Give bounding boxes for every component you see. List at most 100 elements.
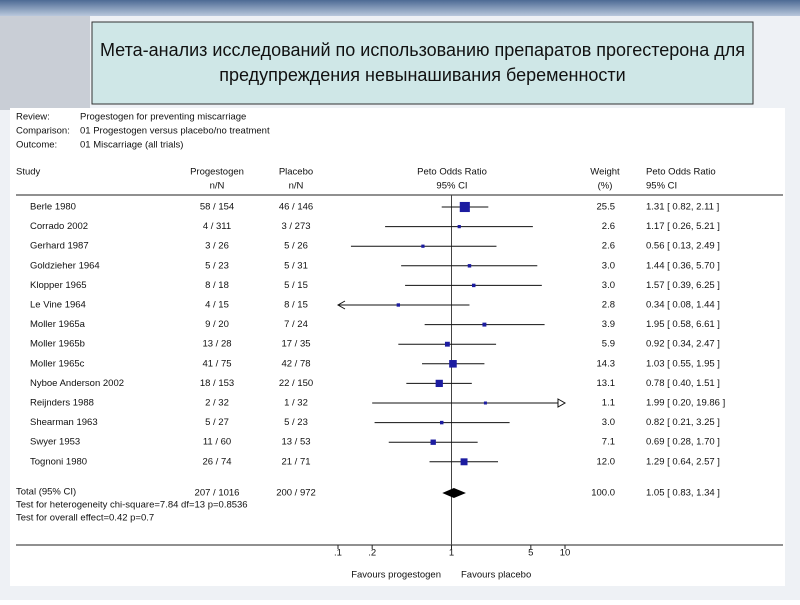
treatment-count: 58 / 154 — [200, 202, 234, 213]
effect-square — [430, 439, 436, 445]
effect-label: 0.82 [ 0.21, 3.25 ] — [646, 417, 720, 428]
treatment-count: 3 / 26 — [205, 241, 229, 252]
weight-label: 25.5 — [597, 202, 616, 213]
study-name: Swyer 1953 — [30, 437, 80, 448]
treatment-count: 13 / 28 — [202, 339, 231, 350]
effect-square — [421, 244, 425, 248]
effect-square — [444, 341, 450, 347]
study-name: Nyboe Anderson 2002 — [30, 378, 124, 389]
weight-label: 2.6 — [602, 221, 615, 232]
header-weight: (%) — [598, 181, 613, 192]
header-control: n/N — [289, 181, 304, 192]
study-name: Reijnders 1988 — [30, 398, 94, 409]
effect-square — [482, 322, 487, 327]
weight-label: 3.0 — [602, 280, 615, 291]
control-count: 5 / 15 — [284, 280, 308, 291]
weight-label: 12.0 — [597, 456, 616, 467]
control-count: 5 / 26 — [284, 241, 308, 252]
header-plot: Peto Odds Ratio — [417, 167, 487, 178]
study-name: Shearman 1963 — [30, 417, 98, 428]
effect-label: 1.31 [ 0.82, 2.11 ] — [646, 202, 719, 213]
effect-square — [472, 283, 476, 288]
treatment-count: 2 / 32 — [205, 398, 229, 409]
treatment-count: 4 / 15 — [205, 300, 229, 311]
treatment-count: 9 / 20 — [205, 319, 229, 330]
overall-effect: Test for overall effect=0.42 p=0.7 — [16, 513, 154, 524]
study-name: Berle 1980 — [30, 202, 76, 213]
weight-label: 1.1 — [602, 398, 615, 409]
review-label: Review: — [16, 112, 50, 123]
study-name: Gerhard 1987 — [30, 241, 89, 252]
favours-left: Favours progestogen — [351, 570, 441, 581]
treatment-count: 18 / 153 — [200, 378, 234, 389]
study-name: Le Vine 1964 — [30, 300, 86, 311]
effect-label: 0.69 [ 0.28, 1.70 ] — [646, 437, 720, 448]
treatment-count: 5 / 23 — [205, 260, 229, 271]
treatment-count: 41 / 75 — [202, 358, 231, 369]
header-control: Placebo — [279, 167, 313, 178]
control-count: 7 / 24 — [284, 319, 308, 330]
title-wrap: Мета-анализ исследований по использовани… — [99, 40, 746, 85]
study-name: Klopper 1965 — [30, 280, 87, 291]
treatment-count: 11 / 60 — [203, 437, 231, 448]
header-weight: Weight — [590, 167, 620, 178]
control-count: 46 / 146 — [279, 202, 313, 213]
control-count: 42 / 78 — [281, 358, 310, 369]
effect-label: 1.03 [ 0.55, 1.95 ] — [646, 358, 720, 369]
effect-square — [483, 401, 487, 405]
weight-label: 3.0 — [602, 260, 615, 271]
header-treatment: n/N — [210, 181, 225, 192]
x-tick-label: 1 — [449, 548, 454, 559]
comparison-label: Comparison: — [16, 126, 70, 137]
header-study: Study — [16, 167, 41, 178]
effect-label: 0.78 [ 0.40, 1.51 ] — [646, 378, 720, 389]
study-name: Moller 1965c — [30, 358, 85, 369]
study-name: Corrado 2002 — [30, 221, 88, 232]
control-count: 8 / 15 — [284, 300, 308, 311]
treatment-count: 8 / 18 — [205, 280, 229, 291]
study-name: Moller 1965a — [30, 319, 86, 330]
effect-label: 1.95 [ 0.58, 6.61 ] — [646, 319, 720, 330]
comparison: 01 Progestogen versus placebo/no treatme… — [80, 126, 270, 137]
weight-label: 14.3 — [597, 358, 616, 369]
total-treatment: 207 / 1016 — [195, 488, 240, 499]
title-box — [91, 21, 754, 105]
weight-label: 3.9 — [602, 319, 615, 330]
header-treatment: Progestogen — [190, 167, 244, 178]
control-count: 5 / 23 — [284, 417, 308, 428]
control-count: 3 / 273 — [281, 221, 310, 232]
weight-label: 2.8 — [602, 300, 615, 311]
effect-square — [449, 360, 457, 368]
content-area — [10, 108, 785, 586]
header-effect: 95% CI — [646, 181, 677, 192]
effect-square — [459, 201, 470, 213]
weight-label: 2.6 — [602, 241, 615, 252]
effect-label: 1.29 [ 0.64, 2.57 ] — [646, 456, 720, 467]
control-count: 1 / 32 — [284, 398, 308, 409]
heterogeneity: Test for heterogeneity chi-square=7.84 d… — [16, 500, 248, 511]
control-count: 22 / 150 — [279, 378, 313, 389]
header-effect: Peto Odds Ratio — [646, 167, 716, 178]
ci-arrow — [336, 300, 346, 310]
effect-square — [435, 379, 443, 388]
effect-label: 1.17 [ 0.26, 5.21 ] — [646, 221, 720, 232]
study-name: Tognoni 1980 — [30, 456, 87, 467]
weight-label: 3.0 — [602, 417, 615, 428]
control-count: 13 / 53 — [281, 437, 310, 448]
total-label: Total (95% CI) — [16, 487, 76, 498]
pen-decoration — [0, 16, 90, 110]
effect-label: 1.57 [ 0.39, 6.25 ] — [646, 280, 720, 291]
x-tick-label: 10 — [560, 548, 571, 559]
weight-label: 13.1 — [597, 378, 616, 389]
top-bar — [0, 0, 800, 16]
treatment-count: 4 / 311 — [203, 221, 231, 232]
total-weight: 100.0 — [591, 488, 615, 499]
effect-square — [439, 420, 444, 425]
effect-square — [467, 264, 472, 268]
x-tick-label: .1 — [334, 548, 342, 559]
effect-label: 1.44 [ 0.36, 5.70 ] — [646, 260, 720, 271]
chart-title: Мета-анализ исследований по использовани… — [99, 40, 746, 85]
treatment-count: 5 / 27 — [205, 417, 229, 428]
